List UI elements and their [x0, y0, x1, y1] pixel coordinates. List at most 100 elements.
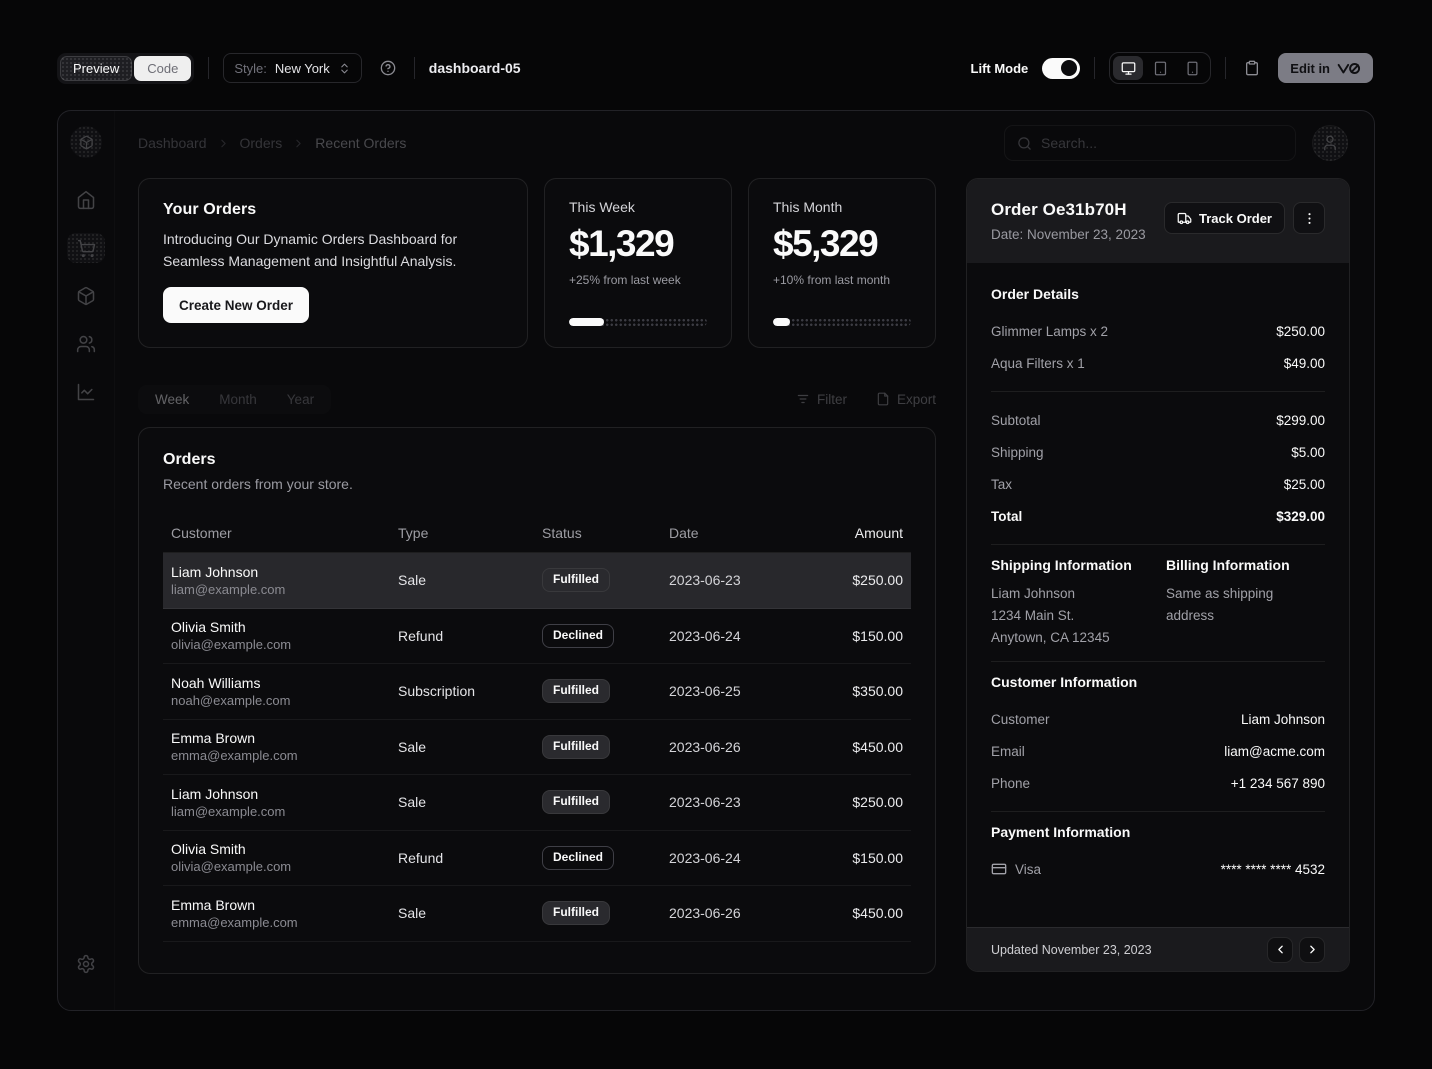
style-select[interactable]: Style: New York	[223, 53, 362, 83]
sidebar-item-analytics[interactable]	[66, 372, 106, 412]
customer-email: olivia@example.com	[171, 637, 292, 653]
tablet-icon	[1153, 61, 1168, 76]
sidebar-item-customers[interactable]	[66, 324, 106, 364]
toggle-knob	[1061, 60, 1078, 76]
smartphone-icon	[1185, 61, 1200, 76]
table-row[interactable]: Liam Johnson liam@example.com Sale Fulfil…	[163, 553, 911, 609]
package-icon	[76, 286, 96, 306]
user-avatar[interactable]	[1312, 125, 1348, 161]
tab-month[interactable]: Month	[205, 388, 271, 411]
order-date: 2023-06-26	[669, 738, 741, 755]
desktop-view-button[interactable]	[1113, 56, 1144, 80]
order-type: Subscription	[398, 683, 476, 700]
table-row[interactable]: Olivia Smith olivia@example.com Refund De…	[163, 831, 911, 886]
billing-information: Billing Information Same as shipping add…	[1166, 557, 1325, 649]
table-row[interactable]: Olivia Smith olivia@example.com Refund De…	[163, 609, 911, 664]
orders-subtitle: Recent orders from your store.	[163, 476, 353, 492]
sidebar-item-products[interactable]	[66, 276, 106, 316]
subtotal-row: Subtotal $299.00	[991, 404, 1325, 436]
tab-code[interactable]: Code	[134, 55, 192, 81]
table-row[interactable]: Liam Johnson liam@example.com Sale Fulfil…	[163, 775, 911, 831]
status-badge: Fulfilled	[542, 568, 610, 593]
total-value: $5.00	[1291, 444, 1325, 460]
order-item: Aqua Filters x 1 $49.00	[991, 347, 1325, 379]
total-label: Shipping	[991, 444, 1044, 460]
divider	[991, 661, 1325, 662]
customer-name: Liam Johnson	[171, 785, 259, 802]
chevron-right-icon	[292, 137, 305, 150]
customer-email: liam@example.com	[171, 803, 286, 819]
help-button[interactable]	[376, 56, 400, 80]
tax-row: Tax $25.00	[991, 468, 1325, 500]
breadcrumb-orders[interactable]: Orders	[239, 135, 283, 151]
item-label: Aqua Filters x 1	[991, 355, 1085, 371]
line-chart-icon	[76, 382, 96, 402]
table-row[interactable]: Noah Williams noah@example.com Subscripti…	[163, 664, 911, 720]
filter-button-label: Filter	[816, 391, 847, 407]
sidebar-item-settings[interactable]	[66, 944, 106, 984]
shipping-information: Shipping Information Liam Johnson 1234 M…	[991, 557, 1150, 649]
status-badge: Fulfilled	[542, 790, 610, 815]
previous-order-button[interactable]	[1267, 936, 1293, 963]
progress-bar-month	[773, 318, 911, 326]
users-icon	[76, 334, 96, 354]
tablet-view-button[interactable]	[1145, 56, 1175, 80]
total-row: Total $329.00	[991, 500, 1325, 532]
order-more-menu-button[interactable]	[1293, 202, 1325, 234]
next-order-button[interactable]	[1299, 936, 1325, 963]
sidebar	[58, 111, 115, 1010]
tab-year[interactable]: Year	[273, 388, 328, 411]
edit-in-v0-button[interactable]: Edit in	[1278, 53, 1373, 83]
track-order-button[interactable]: Track Order	[1164, 202, 1285, 234]
table-row[interactable]: Emma Brown emma@example.com Sale Fulfille…	[163, 720, 911, 775]
order-amount: $250.00	[852, 572, 903, 589]
create-new-order-button[interactable]: Create New Order	[163, 287, 310, 324]
order-panel-header: Order Oe31b70H Date: November 23, 2023 T…	[967, 179, 1349, 263]
updated-label: Updated November 23, 2023	[991, 942, 1152, 957]
status-badge: Declined	[542, 845, 615, 870]
sidebar-item-orders[interactable]	[66, 228, 106, 268]
order-date-label: Date: November 23, 2023	[991, 227, 1146, 242]
v0-logo-icon	[1337, 62, 1361, 75]
total-label: Tax	[991, 476, 1013, 492]
customer-name: Liam Johnson	[171, 563, 259, 580]
total-value: $299.00	[1276, 412, 1325, 428]
breadcrumb: Dashboard Orders Recent Orders	[138, 135, 406, 151]
table-toolbar: Week Month Year Filter Export	[138, 384, 936, 414]
order-type: Sale	[398, 572, 427, 589]
search-box	[1004, 125, 1296, 161]
filter-icon	[796, 392, 810, 406]
tab-week[interactable]: Week	[141, 388, 203, 411]
order-amount: $350.00	[852, 683, 903, 700]
shopping-cart-icon	[77, 239, 96, 258]
lift-mode-toggle[interactable]	[1042, 57, 1081, 79]
tab-preview[interactable]: Preview	[60, 55, 133, 81]
sidebar-item-home[interactable]	[66, 180, 106, 220]
app-logo[interactable]	[70, 126, 102, 158]
track-order-label: Track Order	[1199, 210, 1272, 226]
column-header-customer: Customer	[171, 524, 232, 541]
info-value: liam@acme.com	[1224, 743, 1325, 759]
copy-code-button[interactable]	[1240, 56, 1264, 80]
stat-value: $5,329	[773, 223, 879, 264]
breadcrumb-dashboard[interactable]: Dashboard	[138, 135, 207, 151]
order-type: Refund	[398, 627, 444, 644]
customer-name: Noah Williams	[171, 674, 261, 691]
search-input[interactable]	[1041, 135, 1283, 151]
column-header-status: Status	[542, 524, 582, 541]
customer-name: Olivia Smith	[171, 841, 246, 858]
status-badge: Declined	[542, 623, 615, 648]
column-header-type: Type	[398, 524, 429, 541]
table-row[interactable]: Emma Brown emma@example.com Sale Fulfille…	[163, 886, 911, 942]
customer-info-title: Customer Information	[991, 674, 1138, 690]
total-value: $329.00	[1276, 508, 1325, 524]
filter-button[interactable]: Filter	[796, 392, 847, 407]
mobile-view-button[interactable]	[1177, 56, 1207, 80]
order-pagination	[1267, 936, 1325, 963]
search-icon	[1017, 136, 1032, 151]
order-panel-body: Order Details Glimmer Lamps x 2 $250.00 …	[967, 263, 1349, 927]
progress-fill	[773, 318, 790, 326]
order-type: Refund	[398, 849, 444, 866]
export-button[interactable]: Export	[876, 392, 936, 407]
intro-card-description: Introducing Our Dynamic Orders Dashboard…	[163, 231, 458, 269]
